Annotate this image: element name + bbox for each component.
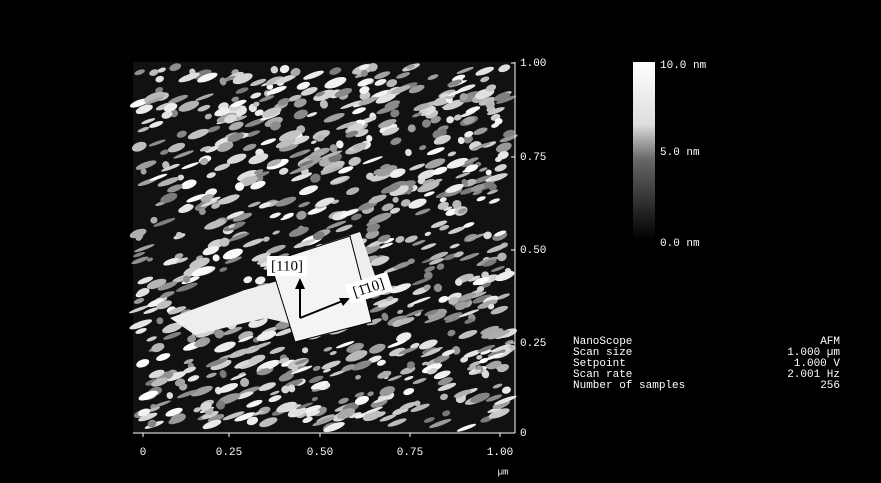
- x-tick-label: 0.25: [216, 447, 242, 459]
- color-scale-label: 5.0 nm: [660, 147, 700, 159]
- info-value: 256: [820, 380, 840, 392]
- info-key: Number of samples: [573, 380, 685, 392]
- y-tick-label: 1.00: [520, 58, 546, 70]
- x-tick-label: 0.75: [397, 447, 423, 459]
- direction-label: [110]: [271, 258, 303, 274]
- y-tick-label: 0.25: [520, 338, 546, 350]
- color-scale-label: 0.0 nm: [660, 238, 700, 250]
- y-tick-label: 0: [520, 428, 527, 440]
- x-tick-label: 0.50: [307, 447, 333, 459]
- x-axis-unit: µm: [498, 467, 509, 477]
- y-tick-label: 0.50: [520, 245, 546, 257]
- page: [110] [1̄10] 1.000.750.500.25000.250.500…: [0, 0, 881, 483]
- color-bar: [633, 62, 655, 240]
- color-scale-label: 10.0 nm: [660, 60, 707, 72]
- afm-figure: [110] [1̄10] 1.000.750.500.25000.250.500…: [0, 0, 881, 483]
- x-tick-label: 0: [140, 447, 147, 459]
- x-tick-label: 1.00: [487, 447, 513, 459]
- y-tick-label: 0.75: [520, 152, 546, 164]
